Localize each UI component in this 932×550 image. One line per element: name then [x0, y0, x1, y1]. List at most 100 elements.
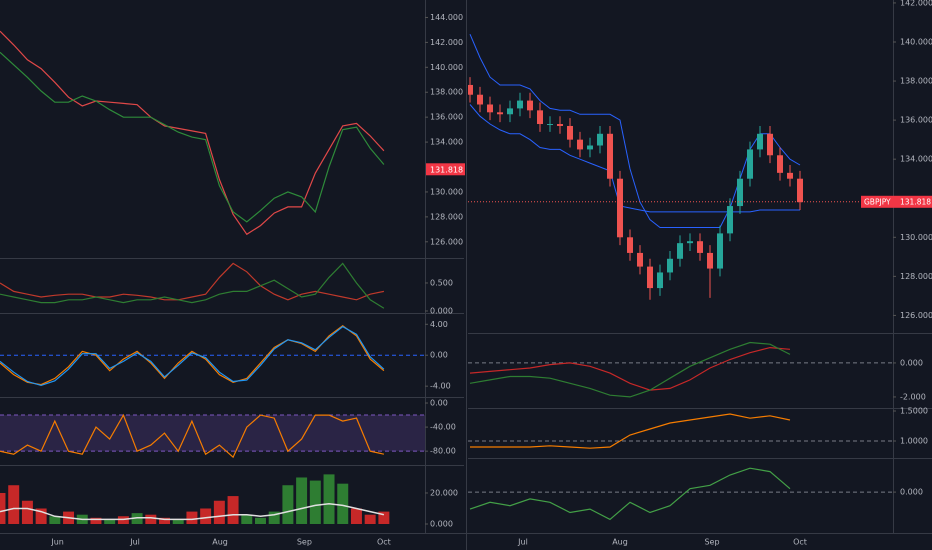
candle-body: [727, 206, 733, 234]
band: [0, 415, 425, 452]
bar: [337, 483, 349, 525]
line: [0, 503, 385, 521]
y-tick-label: -4.00: [430, 382, 451, 391]
y-tick-label: 130.000: [900, 233, 932, 242]
panel: 0.000 0.500: [0, 262, 464, 315]
y-tick-label: -80.00: [430, 447, 456, 456]
bar: [145, 514, 157, 525]
candle-body: [607, 133, 613, 179]
bar: [227, 496, 239, 525]
y-tick-label: 0.000: [430, 306, 453, 315]
y-tick-label: 130.000: [430, 187, 463, 196]
y-tick-label: -2.000: [900, 392, 926, 401]
candle-body: [617, 178, 623, 238]
candle-body: [687, 241, 693, 244]
y-tick-label: 0.000: [900, 488, 923, 497]
candle-body: [757, 133, 763, 150]
candle-body: [497, 112, 503, 115]
panel-body: [468, 413, 893, 449]
y-tick-label: 0.000: [430, 520, 453, 529]
x-tick-label: Sep: [704, 538, 719, 547]
line: [0, 325, 385, 387]
candle-body: [517, 100, 523, 109]
line: [469, 34, 801, 228]
y-tick-label: 0.00: [430, 399, 448, 408]
x-tick-label: Aug: [612, 538, 628, 547]
bar: [159, 517, 170, 525]
panel-body: [0, 474, 390, 525]
candle-body: [777, 155, 783, 173]
candle-body: [787, 172, 793, 179]
panel: 126.000 128.000 130.000 134.000 136.000 138.0…: [0, 13, 465, 259]
panel: -4.00 0.00 4.00: [0, 320, 464, 398]
panel-body: [468, 34, 803, 300]
panel: -80.00 -40.00 0.00: [0, 399, 464, 466]
panel-body: [468, 467, 893, 521]
candle-body: [647, 266, 653, 289]
price-badge: [861, 195, 932, 208]
candle-body: [707, 252, 713, 269]
y-tick-label: 134.000: [900, 155, 932, 164]
bar: [268, 511, 280, 525]
y-tick-label: 1.5000: [900, 407, 928, 416]
x-tick-label: Aug: [212, 538, 228, 547]
bar: [21, 500, 33, 525]
bar: [104, 519, 116, 525]
panel-body: [0, 413, 425, 459]
candle-body: [657, 272, 663, 289]
candle-body: [547, 124, 553, 126]
y-tick-label: 134.000: [430, 138, 463, 147]
x-tick-label: Oct: [793, 538, 807, 547]
y-tick-label: 126.000: [430, 237, 463, 246]
candle-body: [557, 124, 563, 126]
x-tick-label: Jun: [50, 538, 64, 547]
x-tick-label: Oct: [377, 538, 391, 547]
bar: [186, 511, 198, 525]
bar: [49, 516, 61, 525]
panel: 1.0000 1.5000: [468, 407, 932, 459]
line: [469, 467, 791, 521]
y-tick-label: 126.000: [900, 311, 932, 320]
line: [469, 346, 791, 391]
line: [0, 51, 385, 223]
y-tick-label: 140.000: [430, 63, 463, 72]
bar: [90, 517, 102, 525]
y-tick-label: 144.000: [430, 13, 463, 22]
y-tick-label: 136.000: [900, 116, 932, 125]
bar: [378, 511, 390, 525]
bar: [213, 500, 225, 525]
x-tick-label: Jul: [517, 538, 528, 547]
candle-body: [527, 100, 533, 111]
candle-body: [737, 178, 743, 207]
candle-body: [767, 133, 773, 156]
bar: [0, 492, 6, 525]
y-tick-label: 0.500: [430, 278, 453, 287]
y-tick-label: 20.000: [430, 488, 458, 497]
candle-body: [468, 84, 473, 95]
symbol-label: GBPJPY: [864, 197, 891, 206]
y-tick-label: 142.000: [900, 0, 932, 7]
y-tick-label: 136.000: [430, 113, 463, 122]
y-tick-label: 128.000: [430, 212, 463, 221]
panel: 126.000 128.000 130.000 134.000 136.000 138.0…: [468, 0, 932, 547]
bar: [35, 508, 47, 525]
bar: [8, 485, 20, 525]
bar: [282, 485, 294, 525]
panel-body: [0, 262, 385, 309]
y-tick-label: 0.000: [900, 358, 923, 367]
bar: [255, 517, 266, 525]
bar: [364, 514, 376, 525]
y-tick-label: 140.000: [900, 37, 932, 46]
line: [0, 262, 385, 309]
candle-body: [717, 233, 723, 269]
bar: [309, 480, 321, 525]
y-tick-label: 142.000: [430, 38, 463, 47]
y-tick-label: 128.000: [900, 272, 932, 281]
line: [0, 30, 385, 236]
panel-body: [0, 325, 425, 387]
bar: [241, 514, 253, 525]
bar: [131, 513, 143, 525]
candle-body: [477, 94, 483, 105]
panel: -2.000 0.000: [468, 341, 932, 409]
